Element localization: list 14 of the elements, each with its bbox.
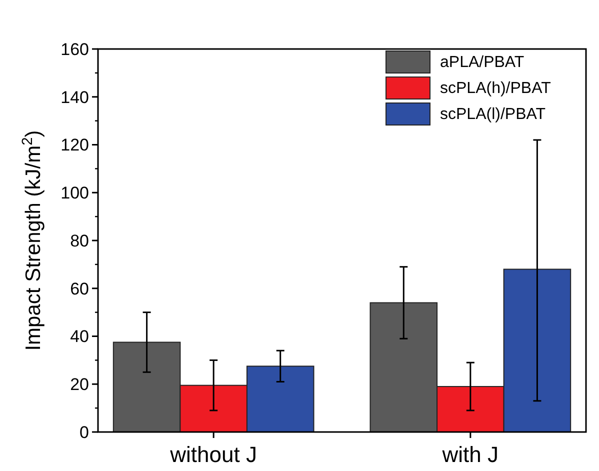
y-tick-label: 100: [60, 184, 89, 203]
y-tick-label: 40: [70, 327, 89, 346]
y-tick-label: 20: [70, 375, 89, 394]
legend-label: scPLA(l)/PBAT: [440, 106, 546, 123]
y-tick-label: 160: [60, 40, 89, 59]
y-tick-label: 140: [60, 88, 89, 107]
y-tick-label: 60: [70, 279, 89, 298]
x-tick-label: with J: [441, 442, 499, 467]
legend-label: scPLA(h)/PBAT: [440, 80, 552, 97]
legend-label: aPLA/PBAT: [440, 54, 524, 71]
x-tick-label: without J: [169, 442, 257, 467]
y-tick-label: 120: [60, 136, 89, 155]
y-tick-label: 0: [80, 422, 89, 442]
y-tick-label: 80: [70, 231, 89, 250]
